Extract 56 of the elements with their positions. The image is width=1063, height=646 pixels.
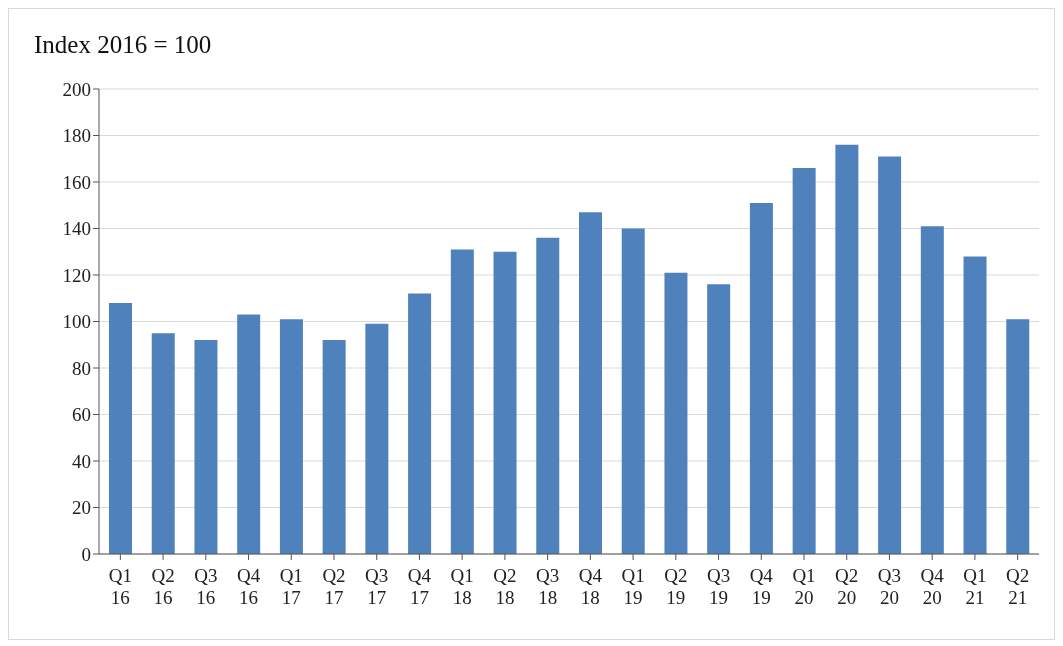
bar (408, 293, 432, 554)
y-tick-label: 80 (72, 357, 91, 379)
x-tick-label: Q2 19 (664, 565, 688, 608)
x-tick-label: Q2 21 (1006, 565, 1030, 608)
bar (920, 226, 944, 554)
bar (279, 319, 303, 554)
y-tick-label: 200 (62, 78, 91, 100)
x-tick-label: Q1 20 (792, 565, 816, 608)
bar (707, 284, 731, 554)
x-tick-label: Q2 16 (151, 565, 175, 608)
bar (1006, 319, 1030, 554)
x-tick-label: Q2 18 (493, 565, 517, 608)
x-tick-label: Q3 17 (365, 565, 389, 608)
bar (835, 144, 859, 554)
x-tick-label: Q3 18 (536, 565, 560, 608)
bar (109, 302, 132, 554)
x-tick-label: Q4 16 (236, 565, 261, 608)
y-tick-label: 20 (72, 497, 91, 519)
chart-title: Index 2016 = 100 (34, 31, 212, 59)
bar (450, 249, 474, 554)
x-tick-label: Q2 20 (835, 565, 859, 608)
x-tick-label: Q3 19 (706, 565, 731, 608)
x-tick-label: Q3 20 (877, 565, 902, 608)
x-tick-label: Q1 19 (621, 565, 645, 608)
y-tick-label: 180 (62, 125, 91, 147)
y-tick-label: 100 (62, 311, 91, 333)
bar (792, 168, 816, 554)
bar (963, 256, 987, 554)
x-tick-label: Q1 18 (450, 565, 474, 608)
bar (664, 272, 688, 554)
bar (749, 202, 773, 554)
y-tick-label: 140 (62, 218, 91, 240)
bar (365, 323, 389, 554)
y-tick-label: 0 (81, 543, 91, 565)
bar (151, 333, 175, 554)
y-tick-label: 160 (62, 171, 91, 193)
bar (536, 237, 560, 554)
x-tick-label: Q3 16 (194, 565, 218, 608)
bar (237, 314, 261, 554)
bar (579, 212, 602, 554)
x-tick-label: Q4 19 (749, 565, 774, 608)
x-tick-label: Q4 18 (578, 565, 603, 608)
x-tick-label: Q4 20 (920, 565, 945, 608)
x-tick-label: Q4 17 (407, 565, 432, 608)
x-tick-label: Q1 16 (108, 565, 132, 608)
y-tick-label: 60 (72, 404, 91, 426)
x-tick-label: Q1 17 (279, 565, 303, 608)
bar (621, 228, 645, 554)
x-tick-label: Q1 21 (963, 565, 987, 608)
x-tick-label: Q2 17 (322, 565, 346, 608)
y-tick-label: 40 (72, 450, 91, 472)
y-tick-label: 120 (62, 264, 91, 286)
bar (322, 340, 346, 554)
bar (194, 340, 218, 554)
bar (493, 251, 517, 554)
bar (878, 156, 902, 554)
